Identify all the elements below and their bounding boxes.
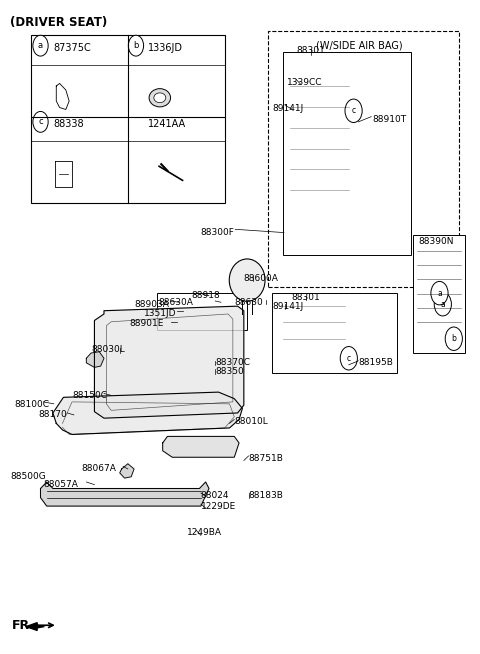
- Bar: [268, 31, 458, 286]
- Text: 88183B: 88183B: [249, 491, 284, 500]
- Text: b: b: [451, 334, 456, 343]
- Text: 88903A: 88903A: [134, 300, 169, 309]
- Polygon shape: [26, 623, 44, 630]
- Text: 88370C: 88370C: [215, 358, 250, 368]
- Text: 88301: 88301: [291, 293, 320, 302]
- Text: 1339CC: 1339CC: [287, 78, 322, 87]
- Text: 88751B: 88751B: [249, 454, 284, 463]
- Circle shape: [445, 327, 462, 351]
- Text: 88300F: 88300F: [200, 228, 234, 237]
- Text: 88067A: 88067A: [82, 464, 117, 473]
- Text: 88338: 88338: [53, 119, 84, 129]
- Ellipse shape: [149, 89, 170, 107]
- Text: 88918: 88918: [192, 291, 220, 300]
- Text: 88390N: 88390N: [418, 237, 454, 246]
- Text: 88600A: 88600A: [244, 273, 279, 283]
- Text: 88500G: 88500G: [10, 472, 46, 481]
- Circle shape: [128, 35, 144, 56]
- Polygon shape: [53, 392, 242, 434]
- Text: b: b: [133, 41, 139, 50]
- Text: 88350: 88350: [215, 368, 244, 376]
- Text: 88195B: 88195B: [359, 358, 393, 368]
- Text: 88150C: 88150C: [72, 391, 107, 400]
- Ellipse shape: [229, 259, 265, 301]
- Circle shape: [33, 111, 48, 132]
- Text: a: a: [437, 288, 442, 298]
- Text: 1229DE: 1229DE: [201, 502, 236, 511]
- Text: 1351JD: 1351JD: [144, 309, 176, 318]
- Polygon shape: [86, 352, 104, 368]
- Text: 88057A: 88057A: [43, 480, 78, 489]
- Text: FR.: FR.: [12, 619, 35, 632]
- Text: 88010L: 88010L: [234, 417, 268, 426]
- Circle shape: [33, 35, 48, 56]
- Ellipse shape: [154, 93, 166, 103]
- Polygon shape: [95, 306, 244, 418]
- Text: 88630: 88630: [234, 298, 263, 307]
- Bar: [31, 35, 225, 203]
- Text: 1336JD: 1336JD: [148, 43, 183, 53]
- Text: 87375C: 87375C: [53, 43, 91, 53]
- Text: 1241AA: 1241AA: [148, 119, 187, 129]
- Text: 89141J: 89141J: [273, 302, 304, 311]
- Text: 88024: 88024: [201, 491, 229, 500]
- Text: a: a: [441, 300, 445, 309]
- Text: 1249BA: 1249BA: [187, 528, 222, 536]
- Text: 89141J: 89141J: [273, 104, 304, 113]
- Circle shape: [345, 99, 362, 122]
- Bar: [273, 293, 397, 373]
- Text: 88910T: 88910T: [372, 115, 407, 124]
- Text: c: c: [38, 117, 43, 126]
- Text: 88030L: 88030L: [91, 345, 125, 354]
- Text: (W/SIDE AIR BAG): (W/SIDE AIR BAG): [316, 41, 403, 50]
- Circle shape: [434, 292, 451, 316]
- Text: a: a: [38, 41, 43, 50]
- Text: 88901E: 88901E: [129, 319, 164, 328]
- Circle shape: [340, 347, 358, 370]
- Bar: [283, 52, 411, 255]
- Bar: [157, 293, 247, 330]
- Text: 88170: 88170: [38, 410, 67, 419]
- Polygon shape: [40, 482, 209, 506]
- Text: c: c: [347, 354, 351, 363]
- Text: 88630A: 88630A: [159, 298, 194, 307]
- Text: c: c: [351, 107, 356, 115]
- Circle shape: [431, 281, 448, 305]
- Polygon shape: [120, 464, 134, 478]
- Bar: [413, 235, 465, 353]
- Text: 88100C: 88100C: [15, 400, 50, 409]
- Polygon shape: [163, 436, 239, 457]
- Text: 88301: 88301: [296, 46, 325, 55]
- Text: (DRIVER SEAT): (DRIVER SEAT): [10, 16, 107, 29]
